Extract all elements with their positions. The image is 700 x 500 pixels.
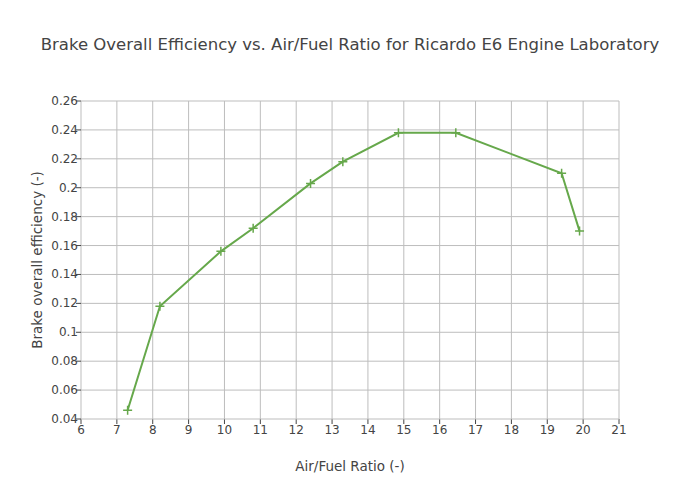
x-grid-line bbox=[332, 101, 333, 419]
data-point bbox=[575, 227, 584, 236]
x-grid-line bbox=[81, 101, 82, 419]
y-grid-line bbox=[81, 187, 619, 188]
x-grid-line bbox=[439, 101, 440, 419]
x-tick-label: 8 bbox=[149, 423, 157, 437]
y-grid-line bbox=[81, 361, 619, 362]
data-line bbox=[128, 133, 580, 411]
chart: 6 7 8 9 10 11 12 13 14 15 16 17 18 19 20 21 0.04 0.06 0.08… bbox=[0, 0, 700, 500]
x-tick-label: 12 bbox=[289, 423, 304, 437]
x-grid-line bbox=[511, 101, 512, 419]
x-grid-line bbox=[296, 101, 297, 419]
x-tick-label: 19 bbox=[540, 423, 555, 437]
x-grid-line bbox=[224, 101, 225, 419]
x-tick-label: 18 bbox=[504, 423, 519, 437]
plot-area bbox=[123, 128, 584, 415]
x-tick-label: 14 bbox=[360, 423, 375, 437]
data-point bbox=[216, 247, 225, 256]
y-grid-line bbox=[81, 101, 619, 102]
y-tick-label: 0.22 bbox=[51, 152, 78, 166]
x-tick-label: 20 bbox=[575, 423, 590, 437]
chart-title: Brake Overall Efficiency vs. Air/Fuel Ra… bbox=[41, 35, 660, 54]
x-grid-line bbox=[152, 101, 153, 419]
x-grid-line bbox=[260, 101, 261, 419]
x-tick-label: 7 bbox=[113, 423, 121, 437]
x-grid-line bbox=[475, 101, 476, 419]
data-point bbox=[338, 157, 347, 166]
x-axis-label: Air/Fuel Ratio (-) bbox=[295, 458, 404, 474]
data-point bbox=[557, 169, 566, 178]
y-grid-line bbox=[81, 274, 619, 275]
y-grid-line bbox=[81, 419, 619, 420]
data-point bbox=[123, 406, 132, 415]
y-grid-line bbox=[81, 332, 619, 333]
y-tick-label: 0.14 bbox=[51, 267, 78, 281]
y-tick-label: 0.04 bbox=[51, 412, 78, 426]
data-point bbox=[451, 128, 460, 137]
x-tick-label: 15 bbox=[396, 423, 411, 437]
x-tick-label: 16 bbox=[432, 423, 447, 437]
y-grid-line bbox=[81, 245, 619, 246]
y-tick-label: 0.12 bbox=[51, 296, 78, 310]
x-grid-line bbox=[116, 101, 117, 419]
x-grid-line bbox=[188, 101, 189, 419]
y-tick-label: 0.06 bbox=[51, 383, 78, 397]
y-tick-label: 0.1 bbox=[59, 325, 78, 339]
x-tick-label: 17 bbox=[468, 423, 483, 437]
x-tick-label: 21 bbox=[611, 423, 626, 437]
y-grid-line bbox=[81, 216, 619, 217]
data-point bbox=[249, 224, 258, 233]
grid bbox=[76, 101, 619, 424]
y-tick-label: 0.24 bbox=[51, 123, 78, 137]
data-point bbox=[155, 302, 164, 311]
data-point bbox=[306, 179, 315, 188]
y-grid-line bbox=[81, 390, 619, 391]
x-grid-line bbox=[619, 101, 620, 419]
x-tick-label: 13 bbox=[324, 423, 339, 437]
x-tick-label: 11 bbox=[253, 423, 268, 437]
y-grid-line bbox=[81, 129, 619, 130]
y-tick-label: 0.18 bbox=[51, 210, 78, 224]
data-point bbox=[394, 128, 403, 137]
x-tick-label: 9 bbox=[185, 423, 193, 437]
x-grid-line bbox=[583, 101, 584, 419]
y-tick-label: 0.16 bbox=[51, 239, 78, 253]
x-grid-line bbox=[547, 101, 548, 419]
y-tick-label: 0.08 bbox=[51, 354, 78, 368]
x-tick-label: 10 bbox=[217, 423, 232, 437]
y-tick-label: 0.2 bbox=[59, 181, 78, 195]
x-tick-label: 6 bbox=[77, 423, 85, 437]
y-axis-label: Brake overall efficiency (-) bbox=[29, 171, 45, 349]
x-grid-line bbox=[403, 101, 404, 419]
y-tick-label: 0.26 bbox=[51, 94, 78, 108]
